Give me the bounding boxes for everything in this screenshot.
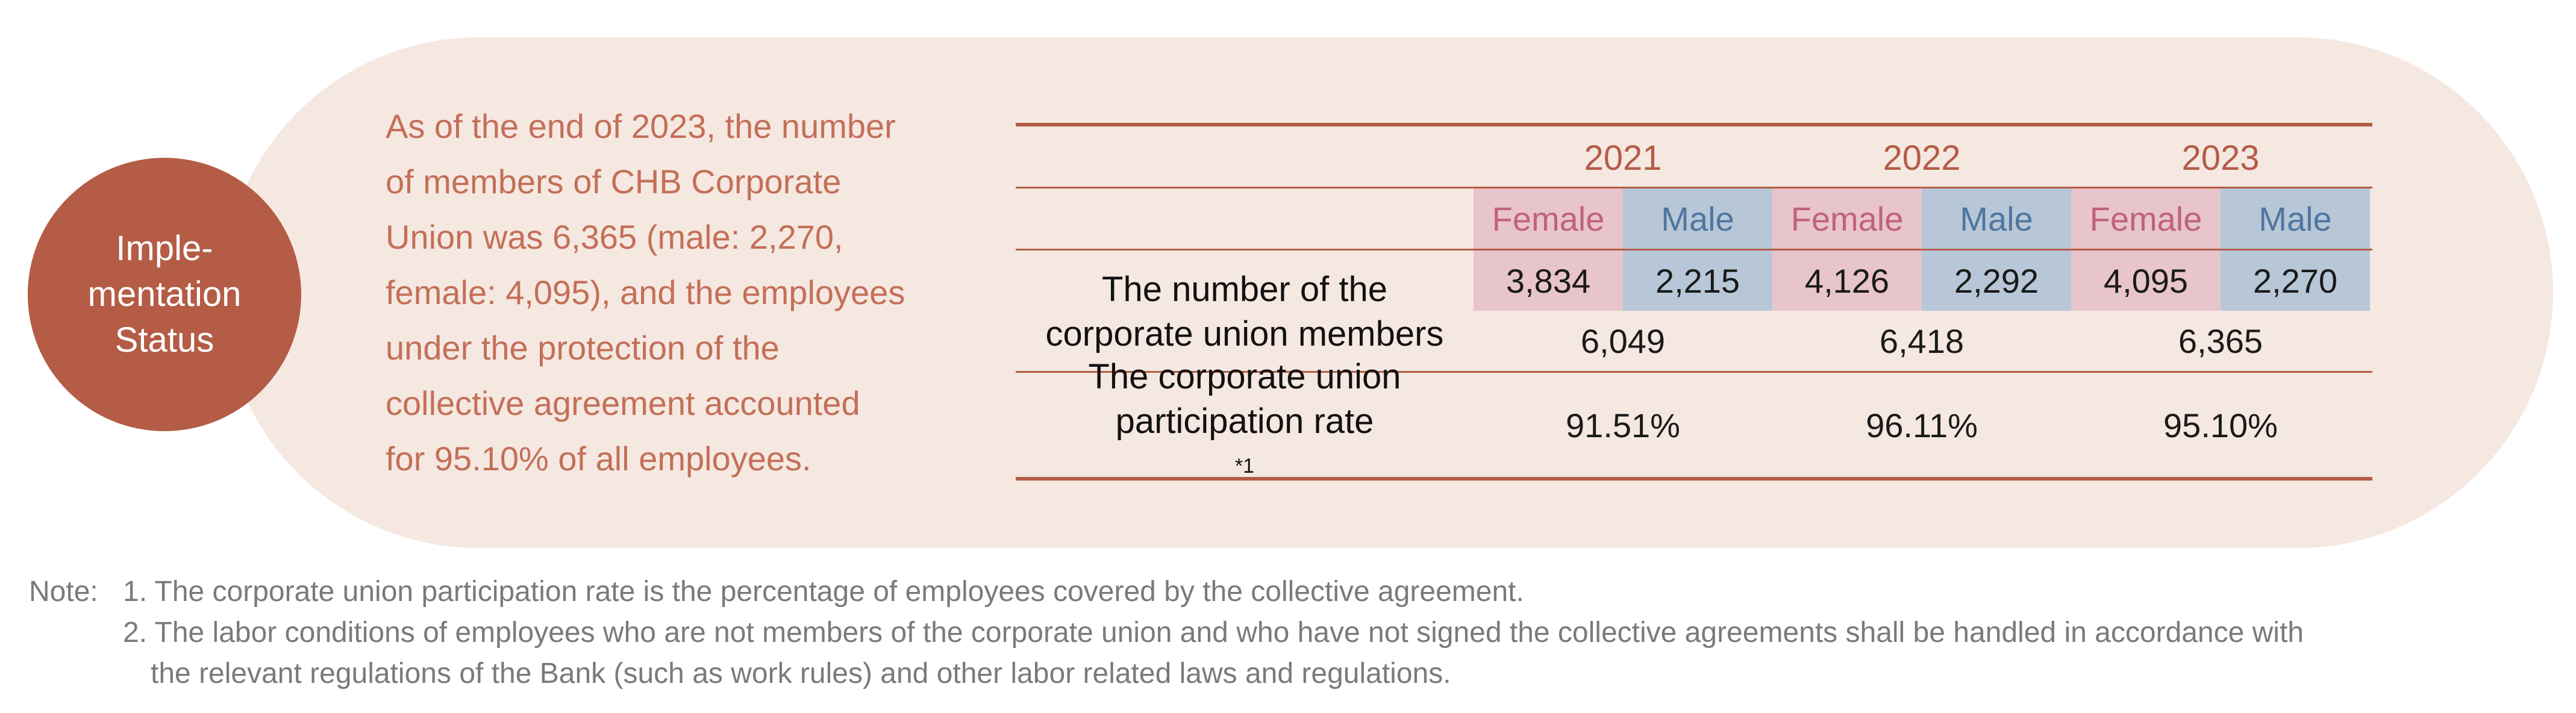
- table-bottom-rule: [1016, 477, 2372, 481]
- table-rule: [1016, 249, 2372, 251]
- members-female-2023: 4,095: [2071, 251, 2221, 311]
- row-label-line: participation rate *1: [1088, 399, 1401, 496]
- table-top-rule: [1016, 123, 2372, 126]
- members-total-2022: 6,418: [1879, 322, 1965, 360]
- status-badge-line: mentation: [87, 275, 242, 314]
- rate-2023: 95.10%: [2163, 406, 2278, 444]
- members-total-2023: 6,365: [2178, 322, 2263, 360]
- members-male-2021: 2,215: [1623, 251, 1772, 311]
- intro-line: As of the end of 2023, the number: [386, 107, 896, 145]
- year-header-2021: 2021: [1584, 138, 1662, 178]
- male-header: Male: [1623, 188, 1772, 249]
- table-rule: [1016, 187, 2372, 188]
- rate-label-text: participation rate: [1115, 401, 1374, 441]
- members-female-2021: 3,834: [1474, 251, 1623, 311]
- female-header: Female: [1474, 188, 1623, 249]
- members-male-2022: 2,292: [1922, 251, 2071, 311]
- male-header: Male: [1922, 188, 2071, 249]
- rate-2022: 96.11%: [1866, 406, 1978, 444]
- footnote-mark: *1: [1234, 454, 1255, 478]
- row-label-line: corporate union members: [1045, 314, 1444, 353]
- year-header-2023: 2023: [2181, 138, 2260, 178]
- row-label-line: The number of the: [1102, 270, 1387, 309]
- members-row-label: The number of the corporate union member…: [1016, 253, 1474, 371]
- row-label-line: The corporate union: [1088, 356, 1401, 396]
- members-total-2021: 6,049: [1580, 322, 1666, 360]
- intro-line: collective agreement accounted: [386, 384, 860, 422]
- female-header: Female: [2071, 188, 2221, 249]
- intro-line: of members of CHB Corporate: [386, 163, 842, 201]
- note-item-2-cont: the relevant regulations of the Bank (su…: [151, 658, 1451, 690]
- intro-line: under the protection of the: [386, 329, 780, 367]
- notes-prefix: Note:: [29, 576, 98, 608]
- note-item-2: 2. The labor conditions of employees who…: [123, 617, 2304, 649]
- note-item-1: 1. The corporate union participation rat…: [123, 576, 1524, 608]
- male-header: Male: [2221, 188, 2370, 249]
- intro-line: for 95.10% of all employees.: [386, 440, 811, 478]
- rate-2021: 91.51%: [1566, 406, 1680, 444]
- intro-paragraph: As of the end of 2023, the number of mem…: [386, 99, 928, 487]
- members-female-2022: 4,126: [1772, 251, 1922, 311]
- intro-line: female: 4,095), and the employees: [386, 273, 905, 311]
- status-badge-line: Status: [114, 320, 214, 360]
- female-header: Female: [1772, 188, 1922, 249]
- status-badge: Imple- mentation Status: [28, 158, 301, 431]
- year-header-2022: 2022: [1883, 138, 1961, 178]
- rate-row-label: The corporate union participation rate *1: [1016, 357, 1474, 478]
- status-badge-line: Imple-: [116, 229, 213, 268]
- intro-line: Union was 6,365 (male: 2,270,: [386, 218, 843, 256]
- table-rule: [1016, 371, 2372, 373]
- members-male-2023: 2,270: [2221, 251, 2370, 311]
